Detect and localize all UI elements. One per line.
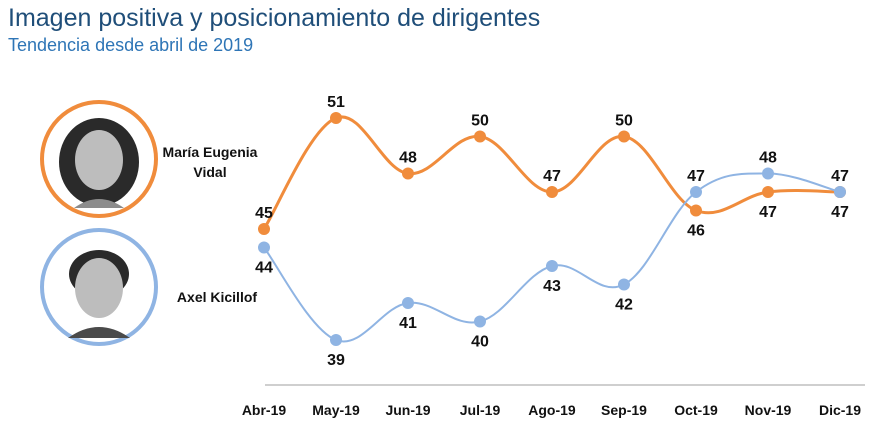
data-point-1-6 — [690, 186, 702, 198]
data-point-1-3 — [474, 315, 486, 328]
legend-label-vidal-line1: María Eugenia — [162, 144, 258, 160]
data-label-0-2: 48 — [399, 150, 417, 167]
data-point-1-5 — [618, 278, 630, 291]
data-point-0-1 — [330, 112, 342, 124]
x-tick-label-4: Ago-19 — [528, 402, 576, 418]
data-point-0-6 — [690, 204, 702, 217]
chart-title: Imagen positiva y posicionamiento de dir… — [8, 4, 541, 32]
data-point-0-5 — [618, 130, 630, 143]
data-point-1-1 — [330, 334, 342, 346]
data-label-0-0: 45 — [255, 205, 273, 222]
x-tick-label-0: Abr-19 — [242, 402, 287, 418]
portrait-photo — [68, 250, 130, 338]
data-label-1-2: 41 — [399, 315, 417, 332]
data-point-0-0 — [258, 223, 270, 235]
chart-subtitle: Tendencia desde abril de 2019 — [8, 35, 254, 55]
x-tick-label-6: Oct-19 — [674, 402, 718, 418]
data-point-0-4 — [546, 186, 558, 198]
tick-layer: Abr-19 May-19 Jun-19 Jul-19 Ago-19 Sep-19 Oct-… — [242, 402, 861, 418]
portrait-vidal — [40, 100, 158, 218]
data-point-0-3 — [474, 130, 486, 143]
data-label-0-6: 46 — [687, 223, 705, 240]
series-line-0 — [262, 115, 841, 230]
portrait-kicillof — [40, 228, 158, 346]
portrait-photo — [59, 118, 139, 208]
series-layer — [258, 112, 846, 346]
legend-label-vidal: María Eugenia Vidal — [160, 142, 260, 182]
data-label-1-1: 39 — [327, 352, 345, 369]
data-point-0-7 — [762, 186, 774, 198]
data-label-0-3: 50 — [471, 113, 489, 130]
data-label-1-8: 47 — [831, 168, 849, 185]
x-tick-label-1: May-19 — [312, 402, 360, 418]
data-label-0-1: 51 — [327, 94, 345, 111]
data-point-1-7 — [762, 167, 774, 180]
x-tick-label-5: Sep-19 — [601, 402, 647, 418]
data-point-0-2 — [402, 167, 414, 180]
data-label-1-6: 47 — [687, 168, 705, 185]
data-label-0-5: 50 — [615, 113, 633, 130]
data-label-0-4: 47 — [543, 168, 561, 185]
label-layer: 45 51 48 50 47 50 46 47 47 44 39 41 40 43 42 47 48 47 — [255, 94, 849, 369]
data-label-1-0: 44 — [255, 260, 273, 277]
series-line-1 — [263, 172, 841, 343]
legend-label-kicillof: Axel Kicillof — [162, 287, 272, 307]
data-label-1-5: 42 — [615, 297, 633, 314]
legend-label-kicillof-line1: Axel Kicillof — [176, 289, 258, 305]
x-tick-label-7: Nov-19 — [745, 402, 792, 418]
x-tick-label-8: Dic-19 — [819, 402, 861, 418]
data-label-1-3: 40 — [471, 334, 489, 351]
data-label-0-7: 47 — [759, 204, 777, 221]
data-point-1-0 — [258, 241, 270, 254]
data-label-1-4: 43 — [543, 278, 561, 295]
data-point-1-4 — [546, 260, 558, 272]
data-label-0-8: 47 — [831, 204, 849, 221]
data-label-1-7: 48 — [759, 150, 777, 167]
legend-label-vidal-line2: Vidal — [193, 164, 227, 180]
x-tick-label-3: Jul-19 — [460, 402, 501, 418]
x-tick-label-2: Jun-19 — [385, 402, 430, 418]
data-point-1-8 — [834, 186, 846, 198]
data-point-1-2 — [402, 297, 414, 309]
